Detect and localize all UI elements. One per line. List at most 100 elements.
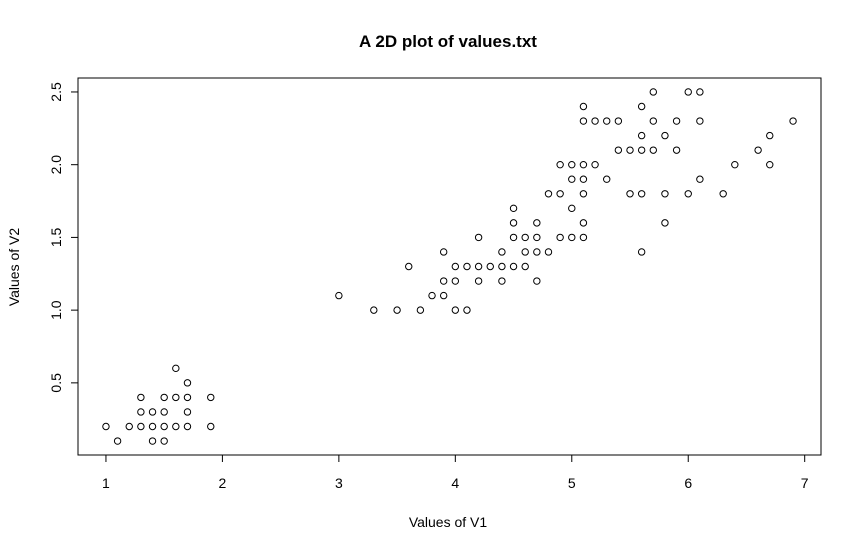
data-point — [486, 262, 494, 271]
data-point — [160, 408, 168, 416]
data-point — [533, 233, 541, 242]
data-point — [556, 233, 564, 242]
data-point — [335, 291, 343, 300]
data-point — [696, 88, 704, 96]
data-point — [696, 175, 704, 183]
data-point — [533, 219, 541, 227]
data-point — [183, 379, 192, 387]
data-point — [579, 190, 588, 198]
data-point — [439, 277, 448, 285]
y-tick-label: 1.0 — [48, 300, 64, 320]
data-point — [509, 204, 518, 213]
data-point — [451, 306, 460, 314]
data-point — [579, 102, 588, 111]
data-point — [637, 248, 646, 256]
data-point — [614, 146, 623, 154]
data-point — [137, 393, 145, 402]
data-point — [591, 160, 599, 169]
x-axis-label: Values of V1 — [409, 514, 488, 530]
data-point — [579, 175, 588, 183]
data-point — [614, 117, 623, 125]
data-point — [451, 277, 460, 285]
data-point — [789, 117, 797, 125]
plot-area-border — [77, 77, 822, 456]
data-point — [521, 262, 529, 271]
x-tick-label: 1 — [102, 475, 110, 491]
data-point — [498, 277, 506, 285]
data-point — [521, 248, 529, 256]
x-tick-label: 7 — [801, 475, 809, 491]
data-point — [533, 277, 541, 285]
data-point — [172, 422, 180, 431]
data-point — [509, 233, 518, 242]
x-tick-label: 2 — [219, 475, 227, 491]
data-point — [474, 277, 483, 285]
data-point — [672, 117, 681, 125]
x-axis: 1 2 3 4 5 6 7 — [102, 454, 809, 491]
y-tick-label: 0.5 — [48, 373, 64, 393]
y-tick-label: 2.5 — [48, 82, 64, 102]
data-point — [649, 88, 658, 96]
x-tick-label: 6 — [684, 475, 692, 491]
data-point — [533, 248, 541, 256]
data-point — [649, 117, 658, 125]
data-point — [207, 393, 215, 402]
data-point — [637, 131, 646, 140]
data-point — [719, 190, 727, 198]
data-point — [160, 393, 168, 402]
y-axis-label: Values of V2 — [6, 228, 22, 307]
data-point — [766, 131, 774, 140]
data-point — [183, 393, 192, 402]
data-point — [405, 262, 413, 271]
data-point — [544, 248, 553, 256]
data-point — [474, 262, 483, 271]
data-point — [148, 437, 157, 445]
data-point — [509, 262, 518, 271]
data-point — [591, 117, 599, 125]
data-point — [637, 146, 646, 154]
data-point — [416, 306, 425, 314]
data-point — [672, 146, 681, 154]
data-point — [661, 190, 669, 198]
data-point — [148, 422, 157, 431]
data-point — [568, 160, 576, 169]
data-point — [148, 408, 157, 416]
data-point — [568, 233, 576, 242]
data-point — [637, 190, 646, 198]
data-point — [451, 262, 460, 271]
data-point — [579, 160, 588, 169]
y-tick-label: 1.5 — [48, 227, 64, 247]
data-point — [160, 437, 168, 445]
data-point — [579, 117, 588, 125]
data-point — [509, 219, 518, 227]
y-axis: 0.5 1.0 1.5 2.0 2.5 — [48, 82, 79, 393]
x-tick-label: 5 — [568, 475, 576, 491]
data-point — [428, 291, 436, 300]
data-point — [603, 175, 611, 183]
data-point — [498, 248, 506, 256]
data-point — [113, 437, 122, 445]
data-point — [684, 88, 692, 96]
data-point — [766, 160, 774, 169]
x-tick-label: 4 — [451, 475, 459, 491]
data-point — [183, 422, 192, 431]
data-point — [568, 204, 576, 213]
data-point — [172, 364, 180, 373]
data-point — [603, 117, 611, 125]
data-point — [626, 146, 634, 154]
data-point — [102, 422, 110, 431]
data-point — [661, 219, 669, 227]
data-point — [684, 190, 692, 198]
data-point — [521, 233, 529, 242]
data-point — [661, 131, 669, 140]
data-point — [637, 102, 646, 111]
data-point — [439, 291, 448, 300]
data-point — [172, 393, 180, 402]
data-point — [370, 306, 378, 314]
data-point — [568, 175, 576, 183]
data-point — [544, 190, 553, 198]
data-point — [579, 233, 588, 242]
data-point — [731, 160, 739, 169]
data-points — [102, 88, 797, 445]
